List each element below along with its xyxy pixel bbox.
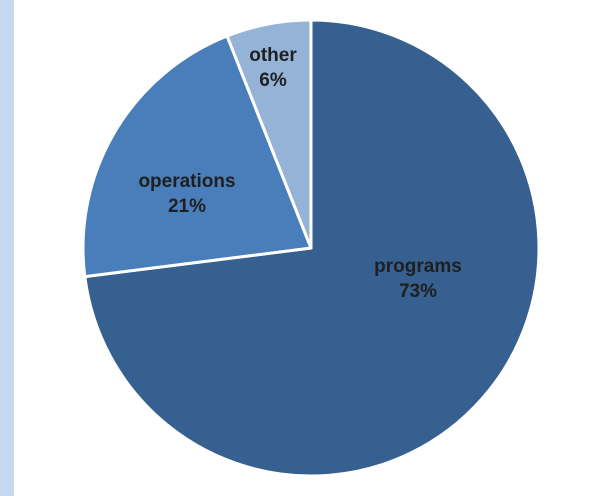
slice-name-other: other xyxy=(249,45,297,66)
pie-slice-operations xyxy=(81,34,313,279)
slice-value-other: 6% xyxy=(259,70,287,91)
slice-label-other: other 6% xyxy=(249,45,297,91)
slice-label-operations: operations 21% xyxy=(138,171,235,217)
pie-slices xyxy=(81,18,541,478)
pie-labels: programs 73% operations 21% other 6% xyxy=(138,45,461,302)
pie-slice-other xyxy=(225,18,313,250)
side-band xyxy=(0,0,14,496)
slice-value-operations: 21% xyxy=(168,196,206,217)
slice-value-programs: 73% xyxy=(399,281,437,302)
slice-name-programs: programs xyxy=(374,256,462,277)
slice-label-programs: programs 73% xyxy=(374,256,462,302)
slice-name-operations: operations xyxy=(138,171,235,192)
